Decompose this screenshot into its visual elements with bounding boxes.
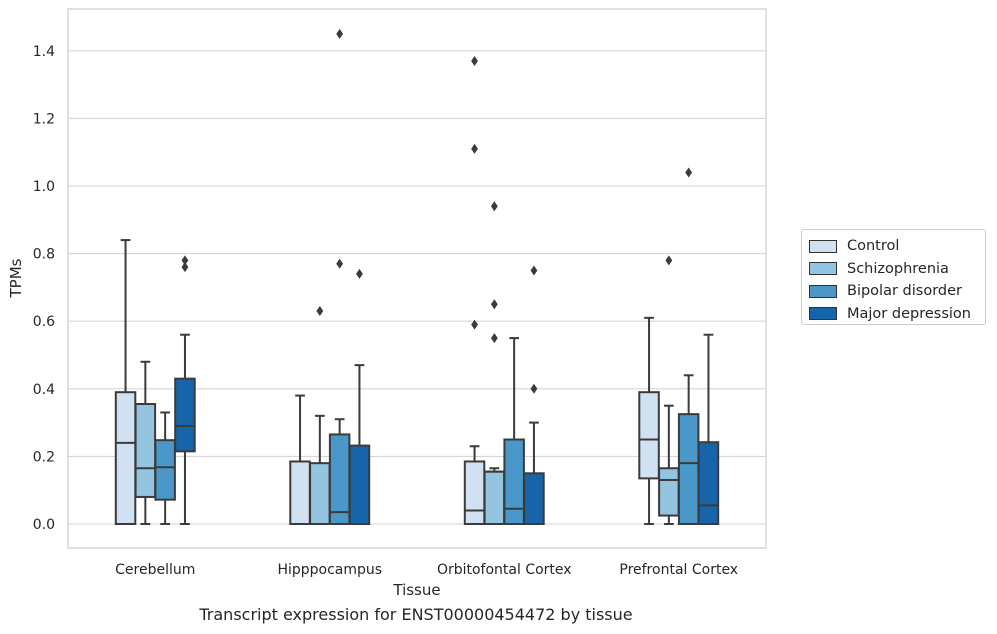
box-body — [309, 462, 331, 526]
box-major-depression — [697, 333, 720, 526]
x-tick-label: Cerebellum — [115, 562, 195, 578]
y-axis-label: TPMs — [7, 258, 25, 298]
legend-swatch — [809, 239, 837, 253]
box-body — [134, 403, 157, 498]
legend-label: Major depression — [847, 305, 971, 322]
box-body — [483, 470, 506, 525]
legend-swatch — [809, 307, 837, 321]
box-body — [503, 438, 525, 525]
box-bipolar-disorder — [154, 411, 176, 525]
x-tick-labels: Cerebellum Hipppocampus Orbitofontal Corte… — [115, 562, 738, 578]
y-tick-label: 0.0 — [33, 517, 55, 533]
outlier-point — [530, 265, 538, 276]
outlier-point — [356, 268, 363, 279]
legend-label: Bipolar disorder — [847, 283, 962, 300]
y-tick-labels: 0.0 0.2 0.4 0.6 0.8 1.0 1.2 1.4 — [33, 44, 55, 533]
box-schizophrenia — [658, 255, 680, 525]
box-body — [658, 467, 680, 517]
x-tick-label: Orbitofontal Cortex — [437, 562, 572, 578]
outlier-point — [336, 258, 344, 269]
box-major-depression — [174, 255, 196, 525]
box-body — [677, 413, 700, 525]
y-tick-label: 0.4 — [33, 382, 55, 398]
box-body — [289, 460, 311, 525]
box-schizophrenia — [134, 360, 157, 525]
legend-item: Bipolar disorder — [809, 280, 985, 303]
legend-label: Control — [847, 238, 900, 255]
figure-caption: Transcript expression for ENST0000045447… — [199, 605, 633, 624]
outlier-point — [181, 255, 189, 266]
y-tick-label: 1.4 — [33, 44, 55, 60]
outlier-point — [471, 319, 478, 330]
box-major-depression — [523, 265, 545, 525]
box-control — [463, 55, 486, 525]
x-tick-label: Hipppocampus — [277, 562, 382, 578]
y-tick-label: 0.6 — [33, 314, 55, 330]
box-body — [348, 444, 371, 526]
x-axis-label: Tissue — [392, 581, 440, 599]
outlier-point — [530, 383, 538, 394]
legend-swatch — [809, 284, 837, 298]
box-bipolar-disorder — [328, 28, 351, 525]
outlier-point — [181, 262, 189, 273]
x-tick-label: Prefrontal Cortex — [619, 562, 738, 578]
legend-label: Schizophrenia — [847, 260, 949, 277]
box-body — [328, 433, 351, 525]
legend-item: Control — [809, 235, 985, 258]
outlier-point — [490, 201, 498, 212]
box-body — [463, 460, 486, 525]
legend: Control Schizophrenia Bipolar disorder Majo… — [801, 229, 986, 325]
outlier-point — [490, 299, 498, 310]
outlier-point — [490, 333, 498, 344]
outlier-point — [685, 167, 693, 178]
box-schizophrenia — [483, 201, 506, 525]
outlier-point — [665, 255, 673, 266]
legend-item: Major depression — [809, 303, 985, 326]
outlier-point — [316, 306, 324, 317]
y-tick-label: 1.2 — [33, 111, 55, 127]
legend-swatch — [809, 262, 837, 276]
box-major-depression — [348, 268, 371, 526]
box-body — [114, 391, 137, 525]
outlier-point — [336, 28, 344, 39]
y-tick-label: 0.2 — [33, 449, 55, 465]
y-tick-label: 0.8 — [33, 247, 55, 263]
box-control — [114, 239, 137, 525]
box-plots — [114, 28, 720, 526]
outlier-point — [471, 55, 478, 66]
box-body — [523, 472, 545, 525]
box-control — [638, 316, 660, 525]
legend-item: Schizophrenia — [809, 258, 985, 281]
box-body — [697, 441, 720, 526]
box-body — [174, 377, 196, 453]
outlier-point — [471, 143, 478, 154]
box-body — [638, 391, 660, 480]
y-tick-label: 1.0 — [33, 179, 55, 195]
box-body — [154, 439, 176, 501]
